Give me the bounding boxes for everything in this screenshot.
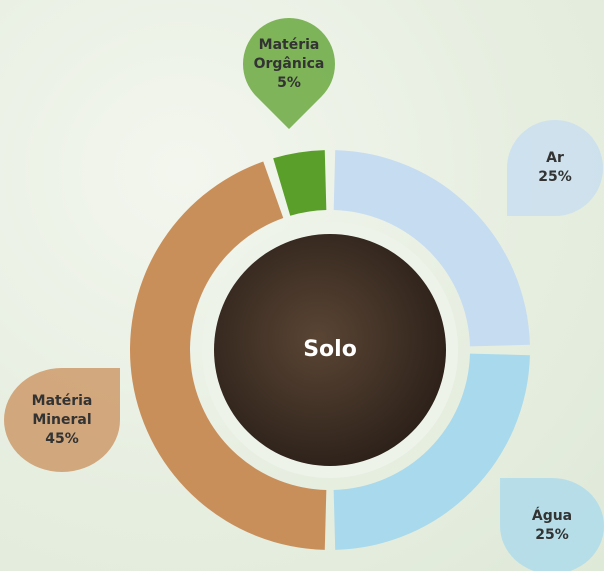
- value-label: 45%: [45, 430, 79, 447]
- callout: Matéria Orgânica 5%: [223, 0, 355, 130]
- value-label: 25%: [538, 169, 572, 185]
- callout: Água 25%: [500, 478, 604, 571]
- callout: Matéria Mineral 45%: [4, 368, 120, 472]
- callout-bubble: [507, 120, 603, 216]
- callout-bubble: [4, 368, 120, 472]
- callout-bubble: [500, 478, 604, 571]
- donut-segment: [130, 161, 327, 550]
- soil-photo: [214, 234, 446, 466]
- center-label: Solo: [303, 337, 357, 362]
- donut-segment: [273, 150, 327, 216]
- callout-text: Matéria Orgânica 5%: [243, 18, 335, 110]
- value-label: 5%: [277, 74, 301, 91]
- callout-text: Ar 25%: [507, 120, 603, 216]
- value-label: 25%: [535, 527, 569, 543]
- callout-text: Água 25%: [500, 478, 604, 571]
- category-label: Água: [531, 508, 573, 524]
- callout-text: Matéria Mineral 45%: [4, 368, 120, 472]
- callout: Ar 25%: [507, 120, 603, 216]
- donut-segment: [333, 150, 530, 347]
- category-label: Ar: [546, 150, 564, 166]
- category-label: Matéria Mineral: [31, 392, 93, 428]
- category-label: Matéria Orgânica: [253, 36, 325, 72]
- donut-segment: [333, 353, 530, 550]
